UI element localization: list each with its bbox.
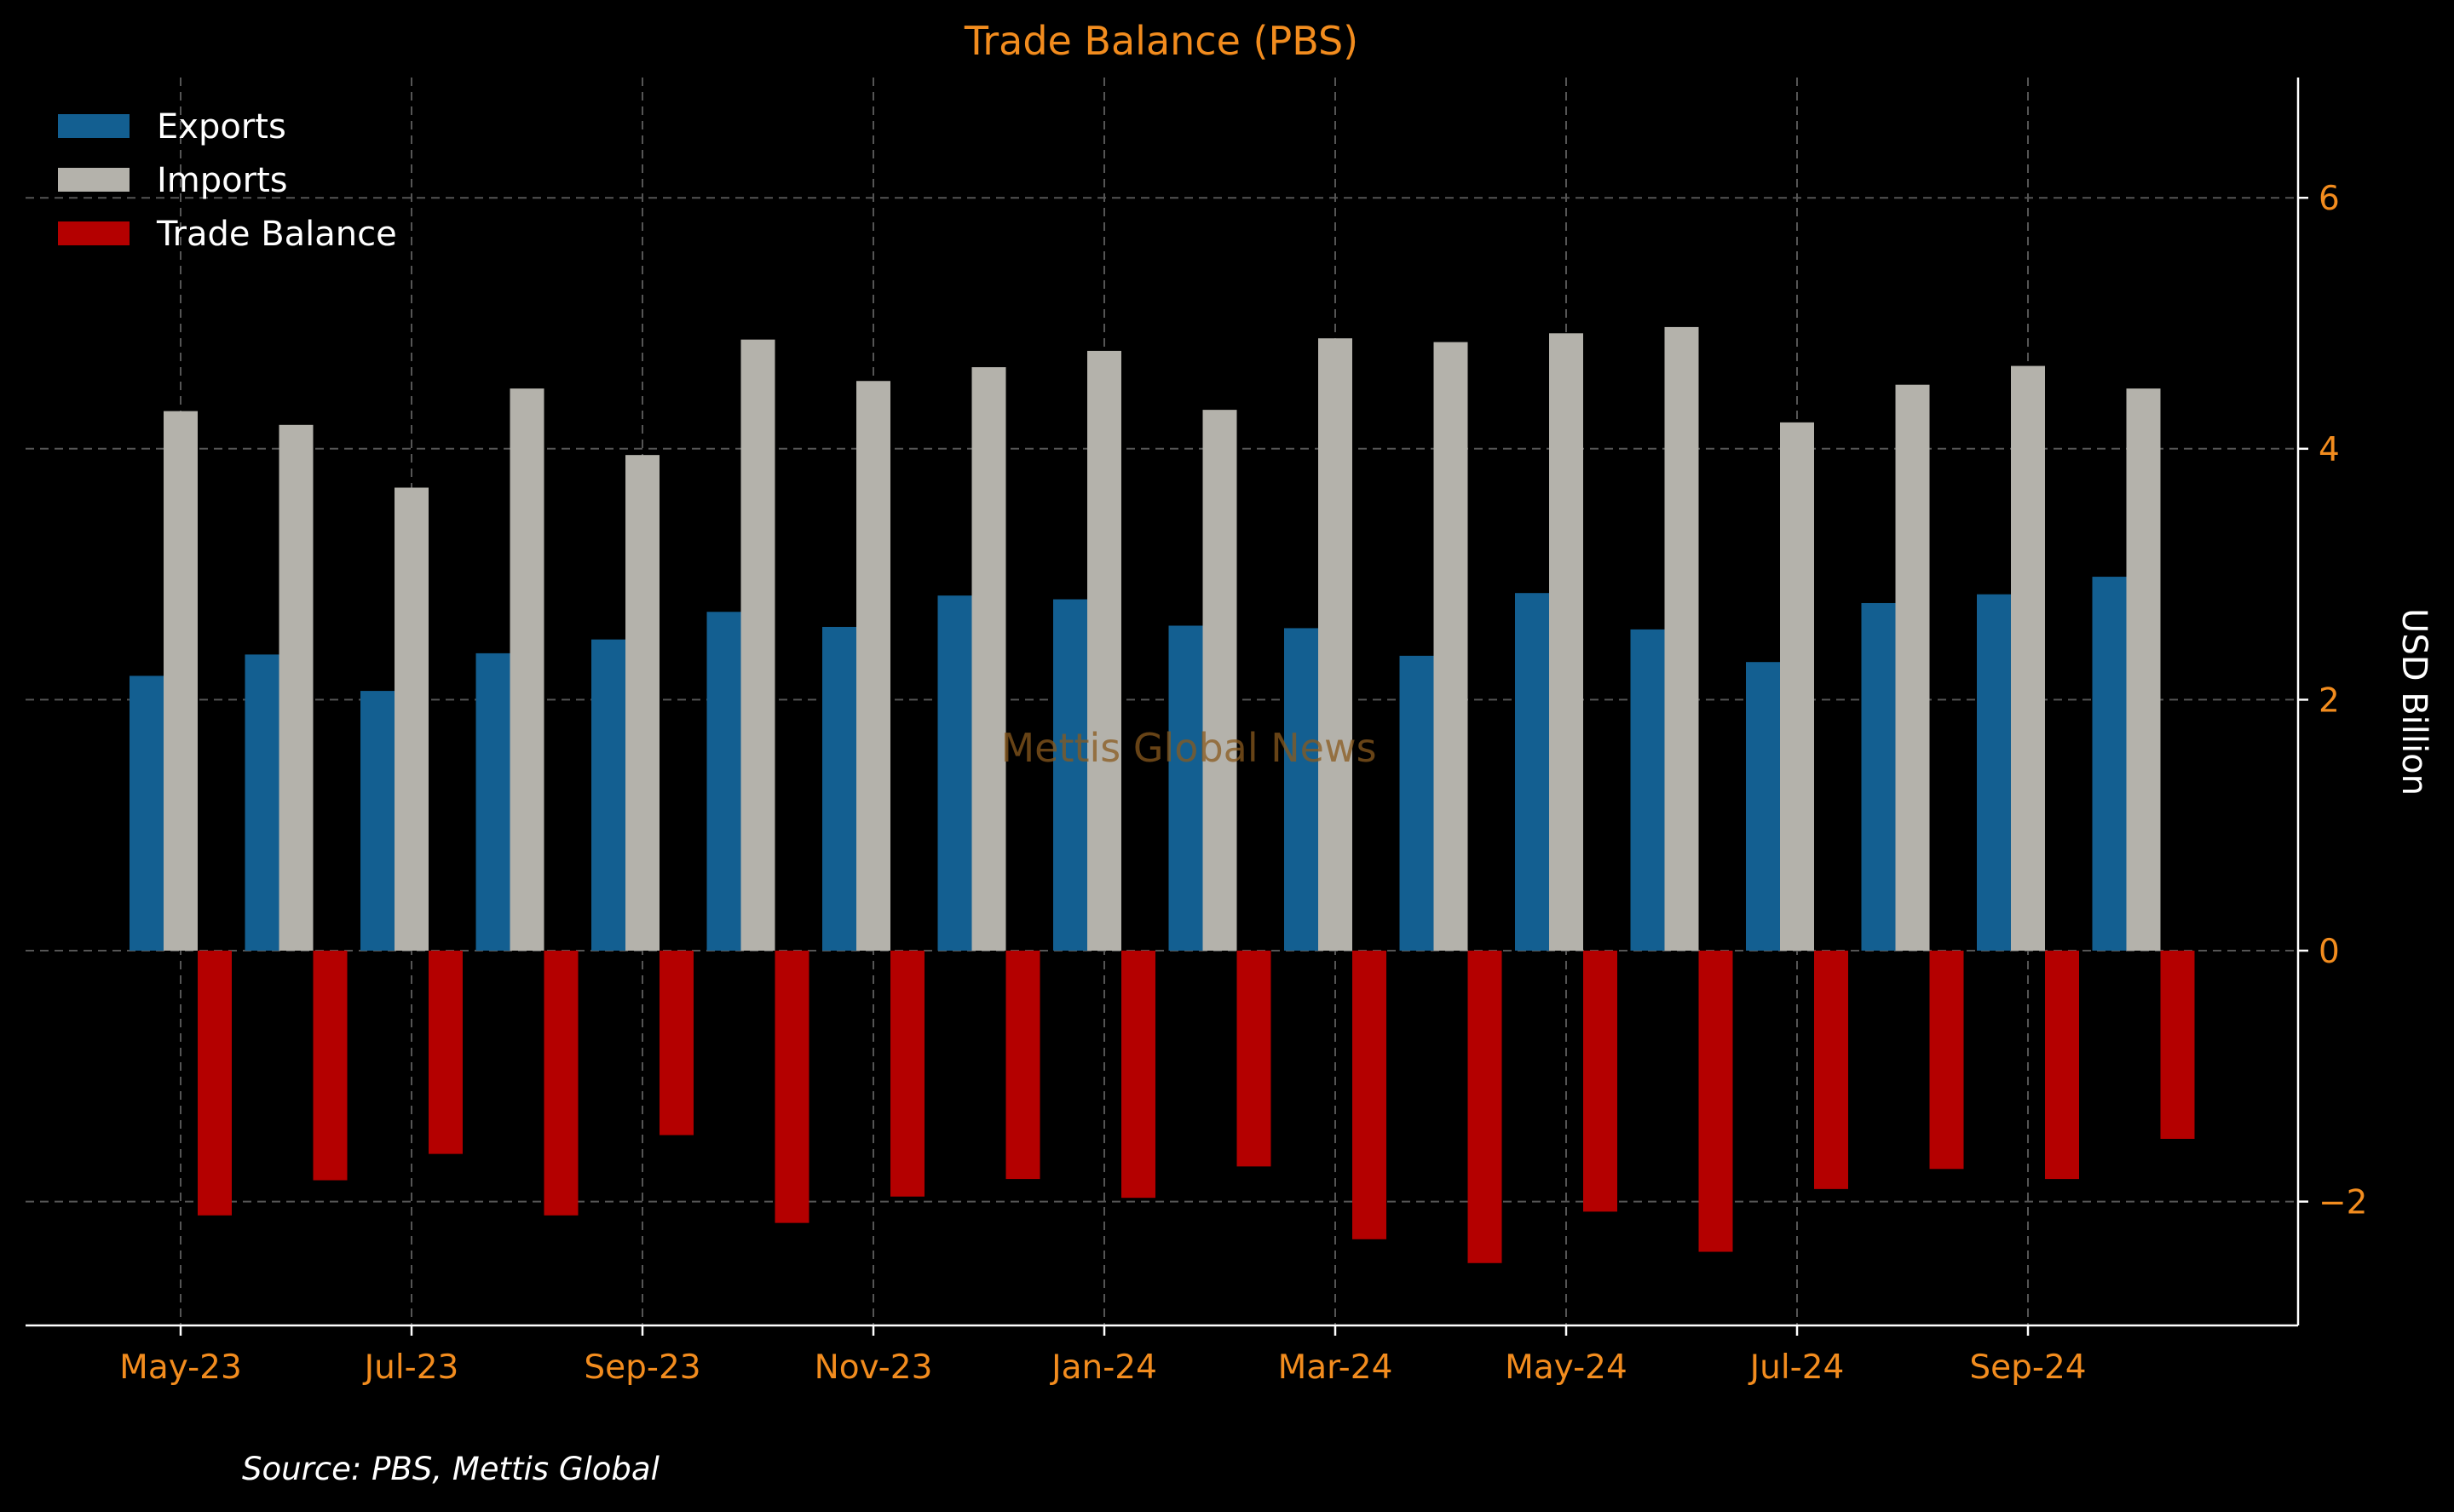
source-note: Source: PBS, Mettis Global xyxy=(242,1451,660,1487)
bar-trade-balance xyxy=(544,951,579,1216)
bar-trade-balance xyxy=(1814,951,1848,1189)
x-tick-label: Jul-24 xyxy=(1748,1348,1845,1387)
bar-trade-balance xyxy=(429,951,463,1154)
bar-imports xyxy=(1202,410,1237,951)
bar-exports xyxy=(937,595,972,951)
bar-imports xyxy=(395,487,429,951)
bar-imports xyxy=(510,388,544,951)
bar-imports xyxy=(2011,365,2045,951)
x-tick-label: Nov-23 xyxy=(815,1348,933,1387)
x-tick-label: Mar-24 xyxy=(1278,1348,1393,1387)
y-tick-label: 2 xyxy=(2319,681,2340,720)
bar-exports xyxy=(1284,628,1318,951)
y-tick-label: 4 xyxy=(2319,431,2340,469)
bar-trade-balance xyxy=(775,951,809,1223)
axes xyxy=(26,78,2300,1327)
x-tick-label: May-24 xyxy=(1505,1348,1627,1387)
bar-trade-balance xyxy=(198,951,232,1216)
bar-imports xyxy=(2126,388,2161,951)
bar-imports xyxy=(1549,333,1583,951)
bar-trade-balance xyxy=(1467,951,1502,1263)
legend-swatch-trade-balance xyxy=(58,221,130,245)
bar-trade-balance xyxy=(1352,951,1386,1239)
legend-swatch-exports xyxy=(58,114,130,138)
bar-imports xyxy=(856,381,890,951)
bar-imports xyxy=(1780,422,1814,951)
y-axis-label: USD Billion xyxy=(2394,608,2434,796)
bar-imports xyxy=(1895,384,1930,951)
bar-exports xyxy=(1053,599,1087,951)
bar-imports xyxy=(1433,342,1468,951)
x-axis-ticks: May-23 Jul-23 Sep-23 Nov-23 Jan-24 Mar-24 May-… xyxy=(119,1325,2087,1387)
bar-exports xyxy=(1861,602,1896,951)
y-tick-label: 0 xyxy=(2319,933,2340,971)
y-tick-label: 6 xyxy=(2319,180,2340,218)
bar-trade-balance xyxy=(1929,951,1964,1170)
bar-imports xyxy=(1664,326,1699,951)
x-tick-label: Jul-23 xyxy=(362,1348,459,1387)
bar-exports xyxy=(1977,594,2011,951)
bar-trade-balance xyxy=(890,951,925,1197)
bar-imports xyxy=(1318,338,1352,951)
bar-exports xyxy=(130,676,164,951)
legend-swatch-imports xyxy=(58,168,130,192)
x-tick-label: May-23 xyxy=(119,1348,242,1387)
y-tick-label: −2 xyxy=(2319,1184,2368,1222)
legend-label-imports: Imports xyxy=(157,161,288,200)
bar-trade-balance xyxy=(1236,951,1271,1167)
x-tick-label: Sep-23 xyxy=(584,1348,700,1387)
bar-imports xyxy=(164,411,198,951)
legend-label-exports: Exports xyxy=(157,107,286,147)
legend-label-trade-balance: Trade Balance xyxy=(156,215,397,254)
bar-imports xyxy=(740,339,775,951)
bar-exports xyxy=(1399,655,1434,951)
bar-exports xyxy=(245,654,279,951)
bar-imports xyxy=(279,424,314,951)
bar-trade-balance xyxy=(2045,951,2079,1180)
bar-trade-balance xyxy=(660,951,694,1135)
bar-trade-balance xyxy=(1583,951,1617,1212)
watermark: Mettis Global News xyxy=(1000,725,1376,771)
bar-trade-balance xyxy=(1698,951,1733,1252)
bar-imports xyxy=(625,455,660,951)
bar-trade-balance xyxy=(2160,951,2195,1139)
bar-trade-balance xyxy=(313,951,348,1181)
bar-imports xyxy=(1087,350,1121,951)
bar-exports xyxy=(2092,577,2127,951)
legend: Exports Imports Trade Balance xyxy=(58,107,397,254)
bar-exports xyxy=(1630,629,1665,951)
bar-exports xyxy=(706,612,741,951)
bar-trade-balance xyxy=(1121,951,1155,1199)
bar-exports xyxy=(1515,593,1549,951)
y-axis-ticks: −2 0 2 4 6 xyxy=(2298,180,2368,1222)
bar-exports xyxy=(591,639,625,951)
bar-exports xyxy=(360,691,395,951)
x-tick-label: Sep-24 xyxy=(1969,1348,2086,1387)
x-tick-label: Jan-24 xyxy=(1049,1348,1157,1387)
bar-exports xyxy=(822,626,856,951)
bars xyxy=(130,326,2195,1263)
bar-exports xyxy=(1168,625,1203,951)
bar-exports xyxy=(1746,662,1780,951)
bar-trade-balance xyxy=(1005,951,1040,1180)
bar-exports xyxy=(475,653,510,951)
chart-title: Trade Balance (PBS) xyxy=(964,18,1358,64)
bar-imports xyxy=(971,367,1006,951)
